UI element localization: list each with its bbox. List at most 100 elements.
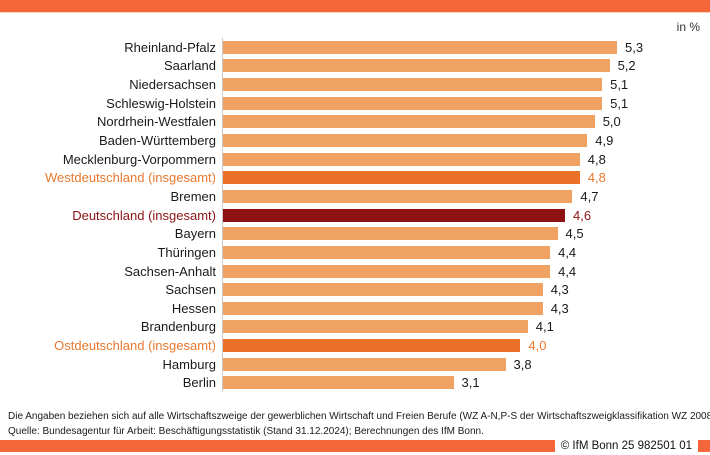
bar-track: 4,5 [222, 224, 710, 244]
bar-row: Rheinland-Pfalz 5,3 [0, 38, 710, 57]
bar-label: Nordrhein-Westfalen [97, 114, 216, 130]
bar [223, 189, 573, 203]
bar [223, 59, 610, 73]
bar-row: Sachsen 4,3 [0, 280, 710, 299]
bar-label: Bremen [170, 188, 216, 204]
bar-value: 4,3 [550, 282, 569, 298]
bar-track: 5,0 [222, 112, 710, 132]
bottom-strip-left-segment [0, 440, 555, 452]
bar [223, 339, 521, 353]
bar-row: Saarland 5,2 [0, 56, 710, 76]
bar-label: Westdeutschland (insgesamt) [44, 170, 216, 186]
bar [223, 152, 580, 166]
bar-row: Deutschland (insgesamt) 4,6 [0, 205, 710, 225]
bar-value: 4,5 [565, 226, 584, 242]
bar-label: Rheinland-Pfalz [124, 39, 216, 55]
bottom-strip-right-segment [698, 440, 710, 452]
bar-label: Saarland [163, 58, 216, 74]
bar-row: Berlin 3,1 [0, 373, 710, 393]
bar [223, 78, 603, 92]
bar-label: Brandenburg [140, 319, 216, 335]
bar [223, 320, 528, 334]
bar-value: 4,6 [573, 207, 592, 223]
bar-track: 5,2 [222, 56, 710, 76]
bar [223, 376, 454, 390]
bar [223, 115, 595, 129]
bar [223, 357, 506, 371]
bar-track: 5,1 [222, 93, 710, 113]
bar-track: 4,3 [222, 298, 710, 318]
bar-row: Niedersachsen 5,1 [0, 75, 710, 94]
bar-row: Nordrhein-Westfalen 5,0 [0, 112, 710, 132]
bar [223, 134, 588, 148]
bar-chart: Rheinland-Pfalz 5,3 Saarland 5,2 Nieders… [0, 38, 710, 393]
bar-row: Sachsen-Anhalt 4,4 [0, 261, 710, 281]
bar-value: 4,4 [558, 244, 577, 260]
bar-value: 4,4 [558, 263, 577, 279]
bar [223, 245, 551, 259]
bar [223, 96, 603, 110]
bar-row: Bremen 4,7 [0, 187, 710, 206]
bar [223, 208, 565, 222]
bar-track: 4,4 [222, 243, 710, 262]
bar [223, 171, 580, 185]
bar-track: 4,4 [222, 261, 710, 281]
bar-row: Hessen 4,3 [0, 298, 710, 318]
bar-label: Schleswig-Holstein [106, 95, 216, 111]
bar-value: 5,1 [610, 77, 629, 93]
bar-value: 4,1 [535, 319, 554, 335]
bar-label: Hamburg [162, 356, 216, 372]
bar-label: Niedersachsen [129, 77, 216, 93]
bar-row: Ostdeutschland (insgesamt) 4,0 [0, 336, 710, 355]
bar-value: 4,3 [550, 300, 569, 316]
bar-value: 3,8 [513, 356, 532, 372]
bar-value: 4,7 [580, 188, 599, 204]
footnote-source: Quelle: Bundesagentur für Arbeit: Beschä… [8, 426, 484, 437]
unit-label: in % [676, 20, 700, 34]
bar-track: 4,1 [222, 317, 710, 337]
bar [223, 264, 551, 278]
bar-track: 4,9 [222, 131, 710, 150]
bottom-strip: © IfM Bonn 25 982501 01 [0, 440, 710, 452]
bar-track: 4,8 [222, 168, 710, 188]
bar-track: 4,0 [222, 336, 710, 355]
bar [223, 40, 617, 54]
bar-label: Mecklenburg-Vorpommern [62, 151, 216, 167]
bar [223, 301, 543, 315]
bar-label: Sachsen-Anhalt [124, 263, 216, 279]
bar-row: Baden-Württemberg 4,9 [0, 131, 710, 150]
bar-value: 4,9 [595, 133, 614, 149]
bar-label: Deutschland (insgesamt) [72, 207, 216, 223]
bar-value: 5,2 [617, 58, 636, 74]
bar-row: Thüringen 4,4 [0, 243, 710, 262]
bar-track: 3,1 [222, 373, 710, 393]
bar-value: 5,0 [602, 114, 621, 130]
bar-row: Bayern 4,5 [0, 224, 710, 244]
bar-label: Hessen [171, 300, 216, 316]
bar-track: 3,8 [222, 354, 710, 374]
bar-label: Ostdeutschland (insgesamt) [54, 338, 216, 354]
bar-track: 5,1 [222, 75, 710, 94]
bar-track: 5,3 [222, 38, 710, 57]
bar [223, 283, 543, 297]
bar-value: 3,1 [461, 375, 480, 391]
bar-label: Bayern [174, 226, 216, 242]
bar-value: 4,8 [587, 151, 606, 167]
top-accent-bar [0, 0, 710, 13]
bar-label: Thüringen [157, 244, 216, 260]
bar-value: 4,8 [587, 170, 606, 186]
bar-track: 4,6 [222, 205, 710, 225]
bar-row: Schleswig-Holstein 5,1 [0, 93, 710, 113]
bar-value: 4,0 [528, 338, 547, 354]
footnote-note: Die Angaben beziehen sich auf alle Wirts… [8, 411, 710, 422]
bar-rows: Rheinland-Pfalz 5,3 Saarland 5,2 Nieders… [0, 38, 710, 393]
bar-row: Mecklenburg-Vorpommern 4,8 [0, 149, 710, 169]
bar-label: Berlin [182, 375, 216, 391]
bar-row: Brandenburg 4,1 [0, 317, 710, 337]
bar-label: Sachsen [165, 282, 216, 298]
bar-track: 4,7 [222, 187, 710, 206]
bar-label: Baden-Württemberg [98, 133, 216, 149]
bar-value: 5,1 [610, 95, 629, 111]
bar-row: Hamburg 3,8 [0, 354, 710, 374]
bar-value: 5,3 [625, 39, 644, 55]
